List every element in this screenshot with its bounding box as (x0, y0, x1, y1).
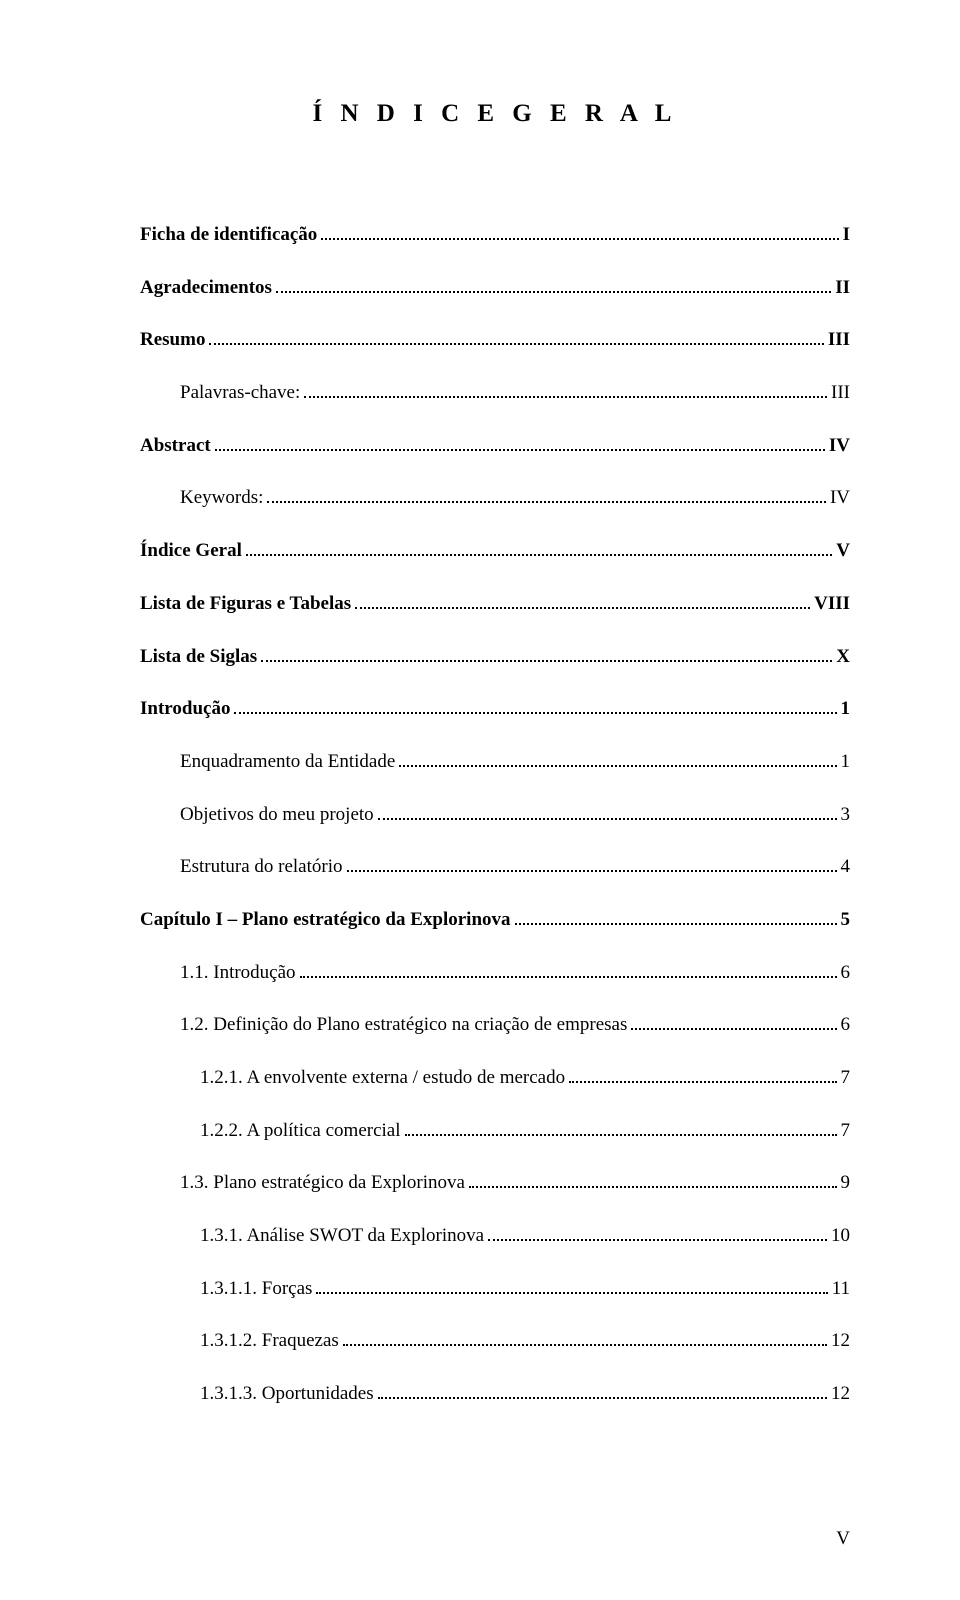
toc-entry: Keywords: IV (140, 486, 850, 511)
toc-entry: 1.3. Plano estratégico da Explorinova 9 (140, 1171, 850, 1196)
toc-entry-label: Objetivos do meu projeto (180, 803, 374, 828)
toc-leader (378, 818, 837, 820)
toc-leader (209, 343, 823, 345)
toc-leader (276, 291, 831, 293)
toc-entry: Introdução 1 (140, 697, 850, 722)
toc-entry: Agradecimentos II (140, 276, 850, 301)
toc-entry: Ficha de identificação I (140, 223, 850, 248)
toc-entry: Capítulo I – Plano estratégico da Explor… (140, 908, 850, 933)
toc-entry-label: Índice Geral (140, 539, 242, 564)
toc-entry-label: 1.3.1.1. Forças (200, 1277, 312, 1302)
toc-entry-label: 1.2.1. A envolvente externa / estudo de … (200, 1066, 565, 1091)
toc-entry-page: 12 (831, 1329, 850, 1354)
toc-entry: Índice Geral V (140, 539, 850, 564)
toc-entry: Abstract IV (140, 434, 850, 459)
toc-leader (300, 976, 837, 978)
toc-entry-label: Ficha de identificação (140, 223, 317, 248)
toc-entry-page: 6 (841, 1013, 851, 1038)
page-number: V (836, 1528, 850, 1550)
toc-entry-page: 11 (832, 1277, 850, 1302)
toc-leader (355, 607, 810, 609)
toc-entry-page: 9 (841, 1171, 851, 1196)
toc-entry: Enquadramento da Entidade 1 (140, 750, 850, 775)
toc-entry-page: 6 (841, 961, 851, 986)
toc-leader (343, 1344, 827, 1346)
toc-entry-page: II (835, 276, 850, 301)
toc-entry-page: 3 (841, 803, 851, 828)
toc-entry-page: IV (830, 486, 850, 511)
toc-entry-label: Enquadramento da Entidade (180, 750, 395, 775)
toc-entry-label: 1.3. Plano estratégico da Explorinova (180, 1171, 465, 1196)
toc-leader (347, 870, 837, 872)
toc-entry-page: 7 (841, 1066, 851, 1091)
toc-entry-page: 12 (831, 1382, 850, 1407)
toc-entry: 1.2.2. A política comercial 7 (140, 1119, 850, 1144)
toc-entry-page: IV (829, 434, 850, 459)
toc-entry-label: Resumo (140, 328, 205, 353)
toc-entry: 1.1. Introdução 6 (140, 961, 850, 986)
toc-entry-label: Keywords: (180, 486, 263, 511)
toc-leader (569, 1081, 836, 1083)
toc-leader (234, 712, 836, 714)
toc-leader (304, 396, 827, 398)
toc-entry: Palavras-chave: III (140, 381, 850, 406)
toc-entry-page: 1 (841, 750, 851, 775)
toc-leader (488, 1239, 827, 1241)
toc-entry-label: Lista de Siglas (140, 645, 257, 670)
toc-entry: 1.2.1. A envolvente externa / estudo de … (140, 1066, 850, 1091)
toc-entry-label: Lista de Figuras e Tabelas (140, 592, 351, 617)
toc-leader (631, 1028, 836, 1030)
toc-leader (399, 765, 836, 767)
toc-entry-label: Estrutura do relatório (180, 855, 343, 880)
toc-entry-page: III (828, 328, 850, 353)
toc-entry-label: 1.2. Definição do Plano estratégico na c… (180, 1013, 627, 1038)
toc-entry-page: 1 (841, 697, 851, 722)
page-title: Í N D I C E G E R A L (140, 100, 850, 128)
toc-entry-page: I (843, 223, 850, 248)
toc-entry-label: Introdução (140, 697, 230, 722)
toc-entry-page: 4 (841, 855, 851, 880)
toc-entry: Lista de Siglas X (140, 645, 850, 670)
toc-leader (261, 660, 832, 662)
toc-leader (405, 1134, 837, 1136)
toc-entry-label: 1.3.1.3. Oportunidades (200, 1382, 374, 1407)
toc-entry-label: Palavras-chave: (180, 381, 300, 406)
toc-entry-page: 7 (841, 1119, 851, 1144)
toc-leader (246, 554, 832, 556)
toc-leader (469, 1186, 837, 1188)
toc-leader (321, 238, 838, 240)
toc-entry: 1.2. Definição do Plano estratégico na c… (140, 1013, 850, 1038)
toc-entry-label: Capítulo I – Plano estratégico da Explor… (140, 908, 511, 933)
toc-entry-label: 1.2.2. A política comercial (200, 1119, 401, 1144)
toc-entry: 1.3.1. Análise SWOT da Explorinova 10 (140, 1224, 850, 1249)
toc-entry-page: 5 (841, 908, 851, 933)
toc-entry: 1.3.1.2. Fraquezas 12 (140, 1329, 850, 1354)
toc-entry-page: 10 (831, 1224, 850, 1249)
table-of-contents: Ficha de identificação I Agradecimentos II R… (140, 223, 850, 1407)
toc-leader (267, 501, 826, 503)
toc-entry: Estrutura do relatório 4 (140, 855, 850, 880)
toc-entry: 1.3.1.1. Forças 11 (140, 1277, 850, 1302)
toc-entry-page: VIII (814, 592, 850, 617)
toc-entry-label: 1.1. Introdução (180, 961, 296, 986)
toc-entry-page: III (831, 381, 850, 406)
toc-leader (215, 449, 825, 451)
toc-leader (316, 1292, 827, 1294)
toc-entry-page: X (836, 645, 850, 670)
toc-entry: Objetivos do meu projeto 3 (140, 803, 850, 828)
toc-leader (515, 923, 837, 925)
toc-entry-label: 1.3.1.2. Fraquezas (200, 1329, 339, 1354)
toc-leader (378, 1397, 827, 1399)
toc-entry: Resumo III (140, 328, 850, 353)
toc-entry-page: V (836, 539, 850, 564)
toc-entry-label: Agradecimentos (140, 276, 272, 301)
toc-entry: Lista de Figuras e Tabelas VIII (140, 592, 850, 617)
toc-entry-label: Abstract (140, 434, 211, 459)
toc-entry-label: 1.3.1. Análise SWOT da Explorinova (200, 1224, 484, 1249)
toc-entry: 1.3.1.3. Oportunidades 12 (140, 1382, 850, 1407)
